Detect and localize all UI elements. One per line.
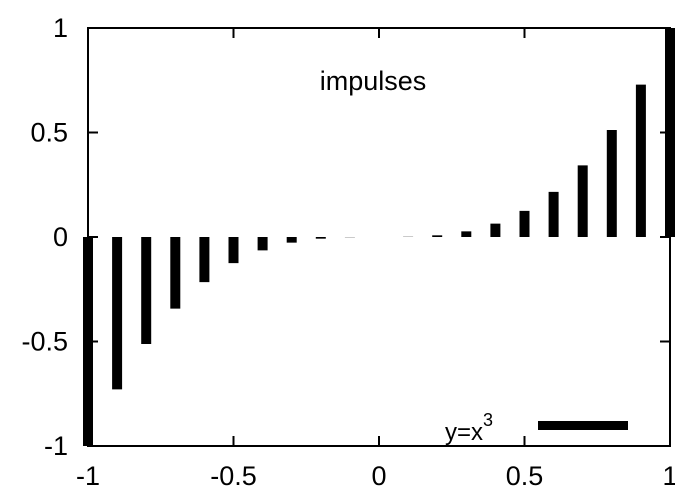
y-tick-labels: 1 0.5 0 -0.5 -1 (21, 13, 68, 461)
chart-annotation: impulses (320, 66, 427, 96)
x-tick-label: 1 (662, 461, 675, 491)
legend-label: y=x3 (445, 410, 493, 446)
impulse-series (83, 28, 675, 446)
x-tick-labels: -1 -0.5 0 0.5 1 (76, 461, 675, 491)
legend-label-exponent: 3 (483, 410, 493, 430)
x-tick-label: 0.5 (506, 461, 544, 491)
y-tick-label: 0 (53, 222, 68, 252)
y-tick-label: 1 (53, 13, 68, 43)
x-tick-label: -0.5 (210, 461, 257, 491)
legend: y=x3 (445, 410, 628, 446)
legend-label-base: y=x (445, 419, 483, 446)
y-tick-label: 0.5 (30, 118, 68, 148)
legend-swatch (538, 421, 628, 430)
x-tick-label: -1 (76, 461, 100, 491)
y-tick-label: -1 (44, 431, 68, 461)
y-tick-label: -0.5 (21, 327, 68, 357)
tick-marks (87, 27, 671, 447)
x-tick-label: 0 (371, 461, 386, 491)
